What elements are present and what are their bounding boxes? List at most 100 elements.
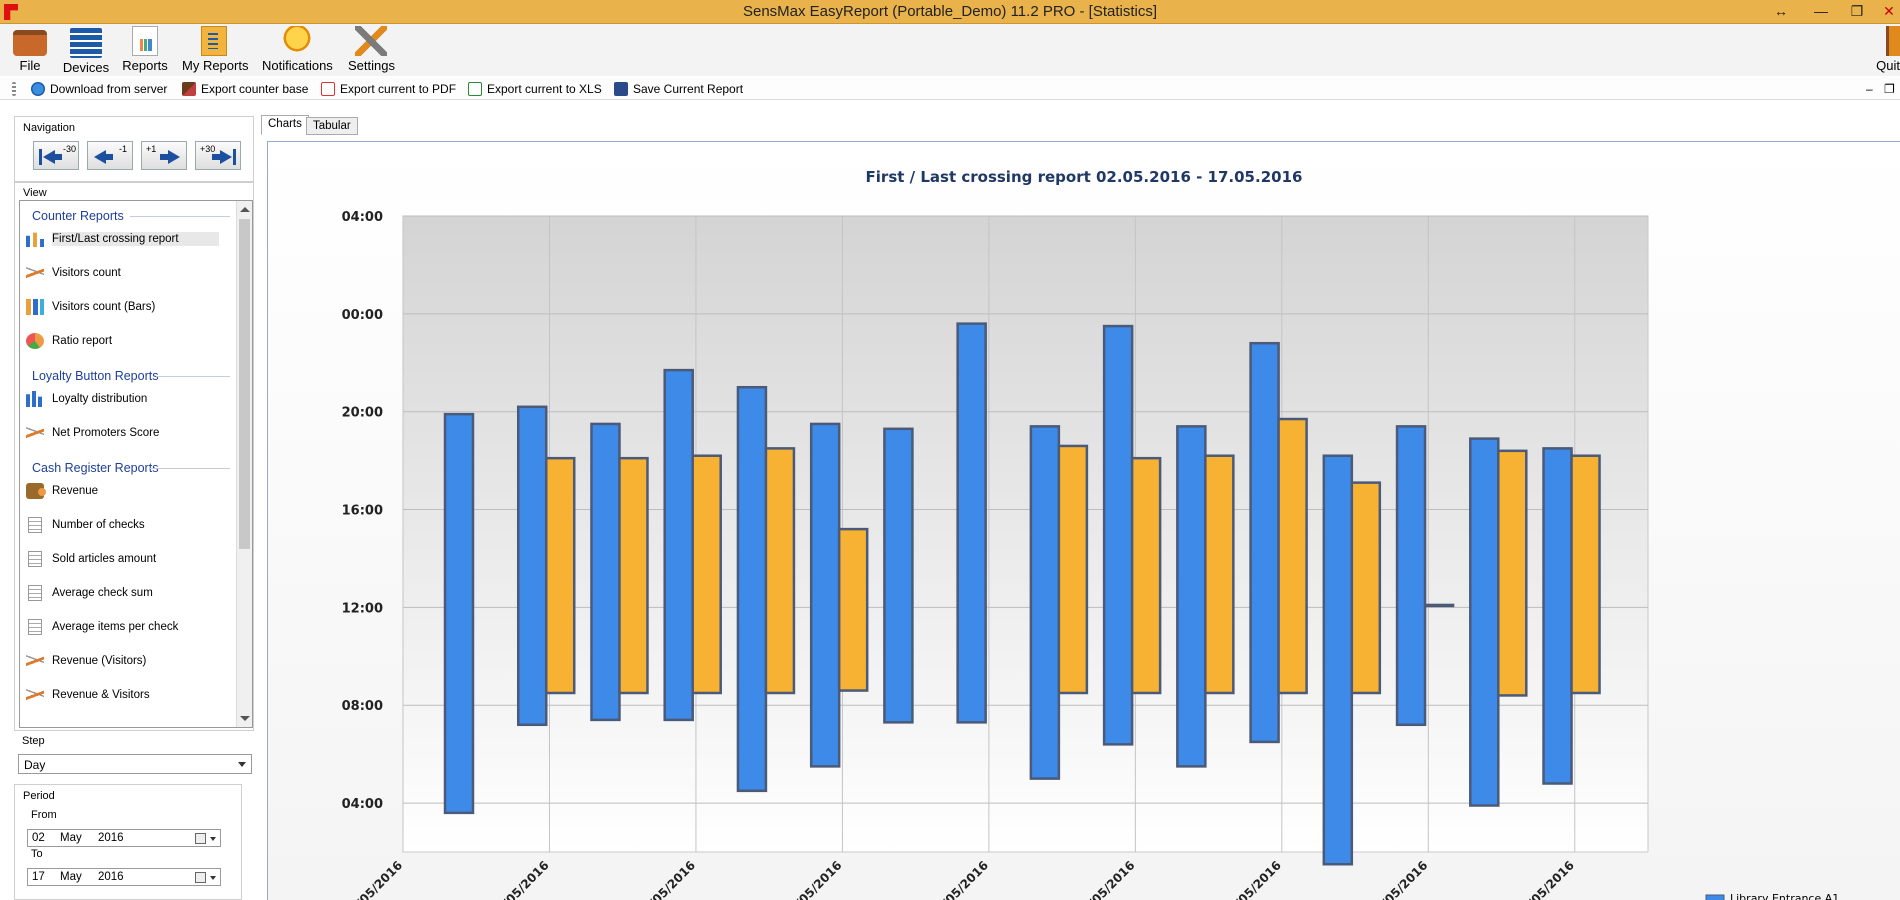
report-item-average-check-sum[interactable]: Average check sum [26,584,153,602]
bell-icon [281,26,313,56]
line-chart-icon [26,653,44,669]
scroll-down-icon[interactable] [240,716,250,721]
export-xls-button[interactable]: Export current to XLS [468,81,602,97]
period-title: Period [23,790,55,802]
report-item-label: Net Promoters Score [52,427,160,439]
notifications-button[interactable]: Notifications [262,26,333,76]
bar-series-1 [590,422,621,722]
chevron-down-icon[interactable] [210,837,216,841]
reports-button[interactable]: Reports [122,26,168,76]
report-item-ratio[interactable]: Ratio report [26,332,112,350]
navigation-title: Navigation [23,122,75,134]
report-item-revenue-and-visitors[interactable]: Revenue & Visitors [26,686,150,704]
report-item-sold-articles[interactable]: Sold articles amount [26,550,156,568]
mdi-minimize-button[interactable]: – [1866,82,1873,96]
nav-forward-30-label: +30 [200,144,216,154]
tab-charts[interactable]: Charts [261,115,309,135]
toolbar: Download from server Export counter base… [0,77,1900,100]
report-item-revenue[interactable]: Revenue [26,482,98,500]
arrow-stem [160,154,169,160]
scroll-up-icon[interactable] [240,207,250,212]
nav-back-30-label: -30 [63,144,77,154]
globe-icon [31,82,45,96]
export-counter-base-button[interactable]: Export counter base [182,81,308,97]
mdi-restore-button[interactable]: ❐ [1884,82,1895,96]
window-title: SensMax EasyReport (Portable_Demo) 11.2 … [742,3,1158,20]
report-item-label: Revenue & Visitors [52,689,150,701]
export-pdf-button[interactable]: Export current to PDF [321,81,456,97]
nav-back-1-button[interactable]: -1 [87,141,133,170]
bar-series-2 [1497,449,1528,697]
x-tick-label: 05/05/2016 [635,858,698,900]
legend-label: Library Entrance A1 [1730,892,1839,900]
bar-series-2 [1130,456,1162,695]
resize-icon[interactable]: ↔ [1774,3,1788,19]
my-reports-button[interactable]: My Reports [182,26,249,76]
my-reports-label: My Reports [182,58,249,73]
document-icon [28,619,42,635]
report-item-visitors-count-bars[interactable]: Visitors count (Bars) [26,298,155,316]
door-exit-icon [1886,26,1900,56]
y-tick-label: 12:00 [342,601,383,616]
to-year: 2016 [98,871,124,883]
bar-series-2 [1350,481,1382,695]
reports-label: Reports [122,58,168,73]
notifications-label: Notifications [262,58,333,73]
quit-button[interactable]: Quit [1870,26,1900,76]
from-label: From [31,809,57,821]
bar-series-2 [618,456,649,695]
view-group: View Counter Reports First/Last crossing… [14,182,254,731]
navigation-group: Navigation -30 -1 +1 +30 [14,116,254,182]
briefcase-icon [13,30,47,56]
tab-tabular[interactable]: Tabular [306,117,358,135]
from-month: May [60,832,82,844]
save-current-report-button[interactable]: Save Current Report [614,81,743,97]
download-from-server-button[interactable]: Download from server [31,81,167,97]
report-list-scrollbar[interactable] [236,201,252,727]
report-list[interactable]: Counter Reports First/Last crossing repo… [19,200,253,728]
report-item-average-items[interactable]: Average items per check [26,618,178,636]
from-year: 2016 [98,832,124,844]
nav-forward-1-button[interactable]: +1 [141,141,187,170]
step-select[interactable]: Day [18,754,252,774]
arrow-right-icon [220,150,232,164]
scroll-thumb[interactable] [239,219,250,549]
report-item-first-last-crossing[interactable]: First/Last crossing report [26,230,219,248]
bar-series-1 [443,412,475,815]
calendar-icon[interactable] [195,833,206,844]
chevron-down-icon[interactable] [210,876,216,880]
document-icon [28,517,42,533]
report-item-net-promoters[interactable]: Net Promoters Score [26,424,159,442]
report-item-revenue-visitors[interactable]: Revenue (Visitors) [26,652,146,670]
toolbar-grip[interactable] [12,81,21,97]
bar-series-2 [691,454,722,695]
report-item-loyalty-distribution[interactable]: Loyalty distribution [26,390,147,408]
y-tick-label: 08:00 [342,699,383,714]
to-date-picker[interactable]: 17 May 2016 [27,868,221,886]
section-loyalty-reports: Loyalty Button Reports [32,369,159,383]
section-divider [150,468,230,469]
section-cash-register-reports: Cash Register Reports [32,461,159,475]
report-item-visitors-count[interactable]: Visitors count [26,264,121,282]
x-tick-label: 15/05/2016 [1367,858,1430,900]
devices-button[interactable]: Devices [62,26,110,76]
calendar-icon[interactable] [195,872,206,883]
report-item-number-of-checks[interactable]: Number of checks [26,516,145,534]
nav-forward-1-label: +1 [146,144,157,154]
arrow-left-icon [94,150,106,164]
bar-series-1 [956,322,987,724]
nav-back-30-button[interactable]: -30 [33,141,79,170]
file-button[interactable]: File [8,26,52,76]
close-button[interactable]: ✕ [1883,3,1895,19]
report-chart-icon [132,26,158,56]
skip-start-icon [39,149,42,165]
settings-button[interactable]: Settings [348,26,395,76]
y-tick-label: 20:00 [342,406,383,421]
pdf-icon [321,82,335,96]
maximize-button[interactable]: ❐ [1850,3,1864,19]
bar-series-1 [1469,437,1500,807]
nav-forward-30-button[interactable]: +30 [195,141,241,170]
from-date-picker[interactable]: 02 May 2016 [27,829,221,847]
minimize-button[interactable]: — [1814,3,1828,19]
x-tick-label: 11/05/2016 [1074,858,1137,900]
